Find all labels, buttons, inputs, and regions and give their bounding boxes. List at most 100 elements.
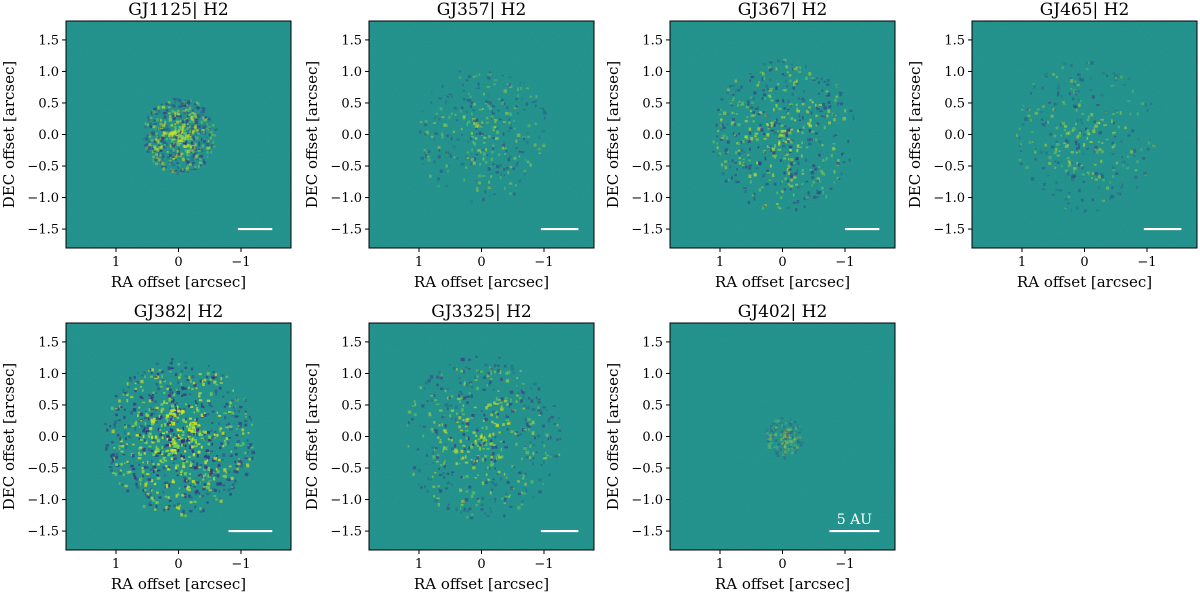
x-axis-label: RA offset [arcsec] (715, 273, 850, 291)
panel-title: GJ402| H2 (738, 302, 828, 322)
y-tick-label: −1.0 (631, 493, 663, 508)
x-tick-label: 0 (778, 255, 786, 270)
panel-5: GJ382| H2 1 0 −1 1.5 1.0 0.5 0.0 −0.5 −1.0 −1.5 RA … (0, 302, 292, 593)
y-tick-label: −0.5 (933, 160, 965, 175)
x-axis-label: RA offset [arcsec] (715, 575, 850, 593)
y-axis-label: DEC offset [arcsec] (303, 363, 321, 510)
panel-4: GJ465| H2 1 0 −1 1.5 1.0 0.5 0.0 −0.5 −1.0 −1.5 RA … (906, 0, 1198, 291)
y-axis-label: DEC offset [arcsec] (906, 61, 924, 208)
x-axis-label: RA offset [arcsec] (414, 575, 549, 593)
x-tick-label: −1 (835, 557, 854, 572)
speckle-halo (419, 70, 547, 204)
y-tick-label: −1.0 (27, 191, 59, 206)
y-tick-label: 1.5 (642, 33, 663, 48)
y-tick-label: 0.5 (642, 96, 663, 111)
y-axis-label: DEC offset [arcsec] (303, 61, 321, 208)
y-tick-label: 0.0 (341, 430, 362, 445)
x-tick-label: 1 (415, 557, 423, 572)
y-tick-label: 0.5 (944, 96, 965, 111)
y-tick-label: −1.0 (631, 191, 663, 206)
y-tick-label: 0.0 (642, 430, 663, 445)
y-tick-label: 1.0 (341, 367, 362, 382)
y-tick-label: −0.5 (27, 462, 59, 477)
x-tick-label: 1 (1018, 255, 1026, 270)
x-axis-label: RA offset [arcsec] (1017, 273, 1152, 291)
y-tick-label: 0.0 (38, 128, 59, 143)
x-tick-label: 0 (477, 557, 485, 572)
x-tick-label: 0 (174, 557, 182, 572)
x-tick-label: 0 (174, 255, 182, 270)
y-tick-label: −1.5 (631, 223, 663, 238)
y-tick-label: −1.5 (27, 525, 59, 540)
y-tick-label: −1.5 (631, 525, 663, 540)
y-tick-label: −0.5 (330, 160, 362, 175)
y-tick-label: 0.5 (341, 96, 362, 111)
y-tick-label: 1.5 (341, 335, 362, 350)
speckle-halo (765, 417, 804, 460)
x-tick-label: −1 (1137, 255, 1156, 270)
panel-3: GJ367| H2 1 0 −1 1.5 1.0 0.5 0.0 −0.5 −1.0 −1.5 RA … (604, 0, 896, 291)
image-area (972, 21, 1197, 248)
y-tick-label: 1.0 (944, 65, 965, 80)
y-tick-label: −1.0 (330, 493, 362, 508)
panel-title: GJ382| H2 (134, 302, 224, 322)
y-tick-label: −1.5 (330, 525, 362, 540)
y-tick-label: −0.5 (631, 462, 663, 477)
x-axis-label: RA offset [arcsec] (111, 575, 246, 593)
y-tick-label: 1.0 (38, 367, 59, 382)
y-tick-label: 0.0 (642, 128, 663, 143)
image-area (66, 21, 291, 248)
y-tick-label: −1.5 (933, 223, 965, 238)
y-tick-label: 0.5 (642, 398, 663, 413)
image-area (670, 21, 895, 248)
speckle-halo (143, 97, 218, 176)
y-tick-label: 1.0 (642, 367, 663, 382)
panel-6: GJ3325| H2 1 0 −1 1.5 1.0 0.5 0.0 −0.5 −1.0 −1.5 RA… (303, 302, 595, 593)
y-tick-label: 1.5 (341, 33, 362, 48)
x-tick-label: −1 (534, 557, 553, 572)
y-tick-label: 1.5 (38, 33, 59, 48)
y-axis-label: DEC offset [arcsec] (0, 363, 18, 510)
y-tick-label: 0.5 (341, 398, 362, 413)
y-axis-label: DEC offset [arcsec] (604, 363, 622, 510)
y-tick-label: −0.5 (631, 160, 663, 175)
y-tick-label: 0.0 (38, 430, 59, 445)
y-tick-label: −0.5 (330, 462, 362, 477)
panel-title: GJ3325| H2 (431, 302, 531, 322)
y-tick-label: 1.5 (944, 33, 965, 48)
y-tick-label: −0.5 (27, 160, 59, 175)
y-tick-label: 1.0 (642, 65, 663, 80)
noise-texture (670, 323, 895, 550)
y-tick-label: 0.5 (38, 96, 59, 111)
x-tick-label: 1 (112, 557, 120, 572)
scale-bar-label: 5 AU (837, 512, 872, 528)
y-tick-label: 1.0 (341, 65, 362, 80)
x-tick-label: 0 (477, 255, 485, 270)
y-tick-label: 0.0 (341, 128, 362, 143)
panel-title: GJ367| H2 (738, 0, 828, 20)
x-tick-label: 1 (112, 255, 120, 270)
y-tick-label: −1.5 (27, 223, 59, 238)
y-tick-label: 0.0 (944, 128, 965, 143)
y-tick-label: 1.5 (642, 335, 663, 350)
y-tick-label: −1.0 (27, 493, 59, 508)
speckle-halo (406, 355, 562, 520)
y-tick-label: −1.0 (330, 191, 362, 206)
x-tick-label: −1 (231, 255, 250, 270)
image-area (369, 21, 594, 248)
image-area (670, 323, 895, 550)
panel-7: 5 AU GJ402| H2 1 0 −1 1.5 1.0 0.5 0.0 −0.5 −1.0 −1.… (604, 302, 896, 593)
panel-title: GJ465| H2 (1040, 0, 1130, 20)
x-tick-label: −1 (534, 255, 553, 270)
panel-title: GJ357| H2 (437, 0, 527, 20)
image-area (369, 323, 594, 550)
y-tick-label: 1.5 (38, 335, 59, 350)
x-tick-label: 0 (778, 557, 786, 572)
x-tick-label: −1 (231, 557, 250, 572)
x-tick-label: −1 (835, 255, 854, 270)
y-tick-label: −1.5 (330, 223, 362, 238)
y-axis-label: DEC offset [arcsec] (0, 61, 18, 208)
y-tick-label: 0.5 (38, 398, 59, 413)
